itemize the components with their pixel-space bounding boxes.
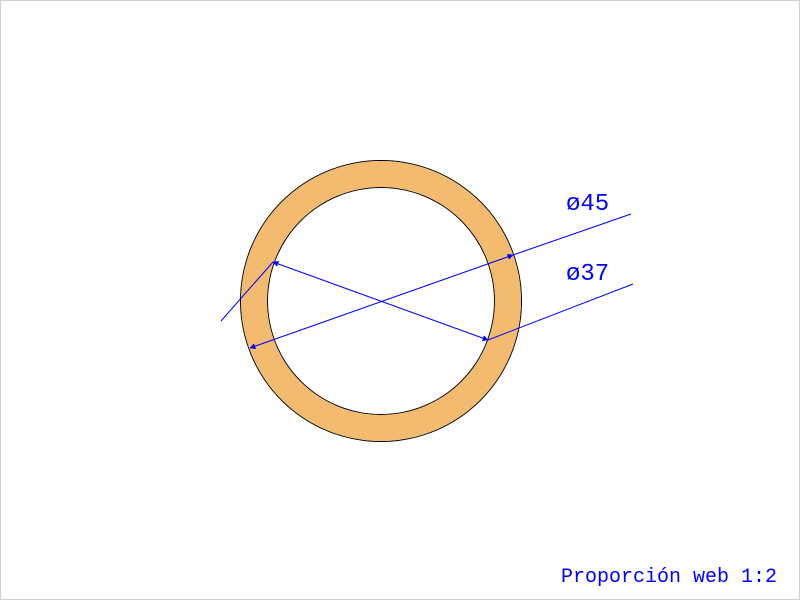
ring-shape: [241, 161, 521, 441]
inner-diameter-label: ø37: [566, 261, 609, 288]
outer-diameter-label: ø45: [566, 191, 609, 218]
diagram-canvas: ø45 ø37 Proporción web 1:2: [0, 0, 800, 600]
scale-footer: Proporción web 1:2: [561, 566, 777, 589]
outer-diameter-tail: [513, 214, 631, 255]
